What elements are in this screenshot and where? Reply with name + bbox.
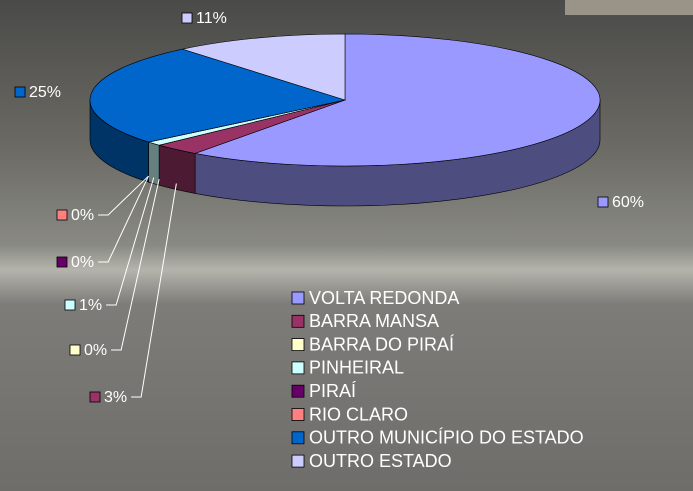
slice [193, 33, 601, 167]
legend-label: RIO CLARO [309, 404, 408, 424]
label-swatch [89, 391, 101, 403]
legend-swatch [291, 454, 305, 468]
data-label: 3% [104, 389, 127, 406]
photo-corner [565, 0, 693, 15]
data-label: 1% [79, 297, 102, 314]
legend-label: OUTRO MUNICÍPIO DO ESTADO [309, 428, 584, 448]
legend-label: OUTRO ESTADO [309, 451, 452, 471]
leader-line [111, 179, 160, 351]
data-label: 0% [84, 342, 107, 359]
legend-label: PIRAÍ [309, 381, 356, 401]
leader-line [98, 175, 149, 216]
legend-swatch [291, 314, 305, 328]
legend-swatch [291, 431, 305, 445]
legend-swatch [291, 408, 305, 421]
label-swatch [69, 344, 81, 356]
data-label: 60% [612, 194, 644, 211]
label-swatch [597, 196, 609, 208]
legend-label: PINHEIRAL [309, 358, 404, 378]
data-label: 11% [196, 10, 227, 27]
label-swatch [56, 256, 68, 268]
data-label: 0% [71, 254, 94, 271]
data-label: 25% [29, 84, 61, 101]
label-swatch [181, 12, 193, 24]
label-swatch [56, 209, 68, 221]
legend-swatch [291, 291, 305, 305]
slice [181, 33, 346, 101]
leader-line [106, 177, 155, 306]
label-swatch [64, 299, 76, 311]
legend-label: BARRA MANSA [309, 311, 439, 331]
legend-label: VOLTA REDONDA [309, 288, 459, 308]
legend-swatch [291, 361, 305, 375]
leader-line [98, 175, 149, 263]
legend-label: BARRA DO PIRAÍ [309, 334, 454, 354]
leader-line [131, 183, 177, 398]
label-swatch [14, 86, 26, 98]
legend-swatch [291, 338, 305, 352]
slice [89, 48, 347, 143]
data-label: 0% [71, 207, 94, 224]
legend-swatch [291, 384, 305, 398]
